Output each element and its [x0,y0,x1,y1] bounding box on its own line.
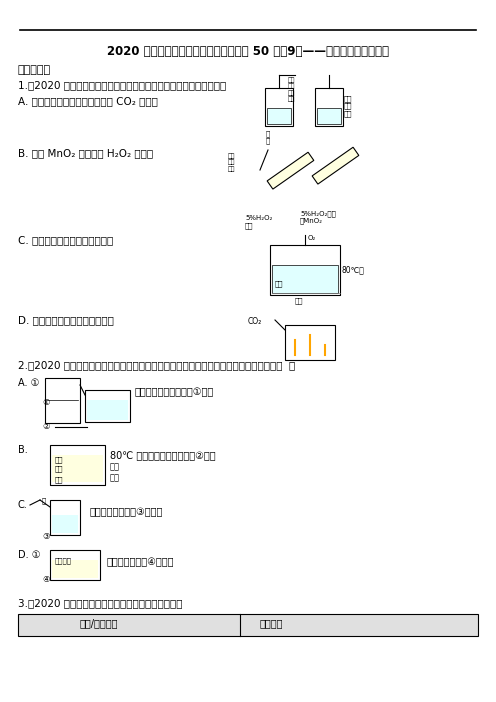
Text: 白磷: 白磷 [55,476,63,482]
Text: 1.（2020 扬州模拟）下列实验方案，不能达到相应实验目的的是（）: 1.（2020 扬州模拟）下列实验方案，不能达到相应实验目的的是（） [18,80,226,90]
Text: B. 探究 MnO₂ 能否加快 H₂O₂ 的分解: B. 探究 MnO₂ 能否加快 H₂O₂ 的分解 [18,148,153,158]
Text: 80℃水: 80℃水 [342,265,365,274]
Text: 选项/实验目的: 选项/实验目的 [80,618,119,628]
Bar [285,325,335,360]
Text: A. ①: A. ① [18,378,39,388]
Text: 人体
呼出
气体: 人体 呼出 气体 [344,95,353,117]
Text: C.: C. [18,500,28,510]
Bar [52,560,98,578]
Text: O₂: O₂ [308,235,316,241]
Text: 酚酞溶液: 酚酞溶液 [55,557,72,564]
Text: 白磷: 白磷 [110,473,120,482]
Bar [18,614,478,636]
Text: 空
气: 空 气 [266,130,270,144]
Text: 测定空气中氧气含量，①红磷: 测定空气中氧气含量，①红磷 [135,387,214,397]
Text: D. 证明二氧化碳的密度比空气大: D. 证明二氧化碳的密度比空气大 [18,315,114,325]
Text: 实验方案: 实验方案 [260,618,284,628]
Text: 3.（2020 凤县模拟）下列实验方案设计正确的是（）: 3.（2020 凤县模拟）下列实验方案设计正确的是（） [18,598,183,608]
Bar [50,500,80,535]
Text: 白磷: 白磷 [55,456,63,463]
Text: ①: ① [42,398,50,407]
Text: 热水: 热水 [110,462,120,471]
Text: D. ①: D. ① [18,550,41,560]
Bar [267,108,291,124]
Bar [52,455,103,482]
Bar [315,88,343,126]
Bar [50,445,105,485]
Text: C. 验证燃烧需要温度达到着火点: C. 验证燃烧需要温度达到着火点 [18,235,113,245]
Bar [270,245,340,295]
Text: 用水稀释浓硫酸，③浓硫酸: 用水稀释浓硫酸，③浓硫酸 [90,507,163,517]
Bar [52,515,78,533]
Text: A. 比较空气与人体呼出的气体中 CO₂ 的含量: A. 比较空气与人体呼出的气体中 CO₂ 的含量 [18,96,158,106]
Text: 带火
星的
木条: 带火 星的 木条 [228,153,236,171]
Bar [45,378,80,423]
Text: 热水: 热水 [55,465,63,472]
Text: 等量
的澄
清石
灰水: 等量 的澄 清石 灰水 [288,77,296,102]
Polygon shape [267,152,314,189]
Text: 5%H₂O₂
溶液: 5%H₂O₂ 溶液 [245,215,272,229]
Text: 白磷: 白磷 [295,297,304,303]
Text: 80℃ 使热水中的白磷燃烧，②氮气: 80℃ 使热水中的白磷燃烧，②氮气 [110,450,216,460]
Bar [265,88,293,126]
Text: 白磷: 白磷 [275,280,284,286]
Polygon shape [312,147,359,184]
Text: 5%H₂O₂溶液
和MnO₂: 5%H₂O₂溶液 和MnO₂ [300,210,336,224]
Bar [50,550,100,580]
Text: 一、单选题: 一、单选题 [18,65,51,75]
Bar [85,390,130,422]
Text: 2.（2020 凤县模拟）为完成下图所示的四个实验，图中编号处所指物质的选用正确的是（  ）: 2.（2020 凤县模拟）为完成下图所示的四个实验，图中编号处所指物质的选用正确… [18,360,295,370]
Text: 探究分子运动，④浓盐酸: 探究分子运动，④浓盐酸 [107,557,175,567]
Text: ②: ② [42,422,50,431]
Text: ③: ③ [42,532,50,541]
Text: CO₂: CO₂ [248,317,262,326]
Text: ④: ④ [42,575,50,584]
Bar [272,265,338,293]
Bar [87,400,128,420]
Text: 2020 年全国各地化学中考模拟试题精选 50 题（9）——实验方案设计和评价: 2020 年全国各地化学中考模拟试题精选 50 题（9）——实验方案设计和评价 [107,45,389,58]
Text: B.: B. [18,445,28,455]
Bar [317,108,341,124]
Text: 水: 水 [42,497,46,503]
